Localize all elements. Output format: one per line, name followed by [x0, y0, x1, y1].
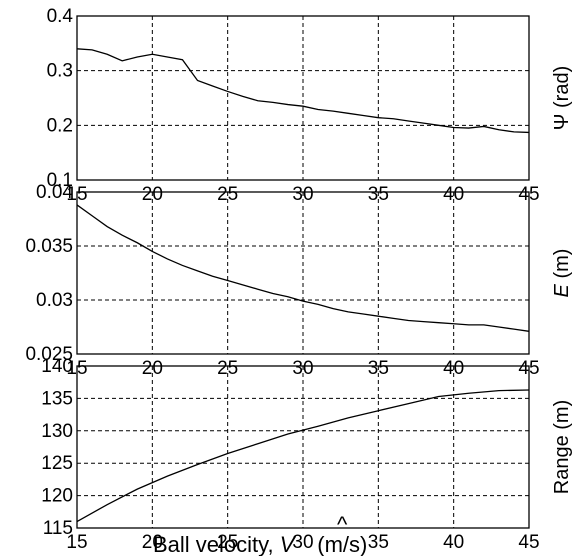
psi-y-tick-label: 0.1 — [47, 170, 73, 191]
energy-series-line — [76, 204, 530, 332]
x-axis-label: Ball velocity, Vbo (m/s) ^ — [153, 512, 367, 556]
range-panel: 15 20 25 30 35 40 45 115 120 125 130 135 140 Range (… — [41, 356, 573, 553]
psi-ylabel: Ψ (rad) — [551, 66, 573, 131]
range-x-tick-label: 30 — [292, 532, 313, 553]
range-ticks: 15 20 25 30 35 40 45 115 120 125 130 135 140 — [41, 356, 539, 553]
energy-ylabel: E (m) — [551, 249, 573, 298]
range-x-tick-label: 45 — [518, 532, 539, 553]
range-grid — [77, 366, 529, 528]
range-y-tick-label: 120 — [41, 486, 73, 507]
range-y-tick-label: 140 — [41, 356, 73, 377]
energy-grid — [77, 192, 529, 354]
energy-y-tick-label: 0.03 — [36, 290, 73, 311]
energy-y-tick-label: 0.025 — [25, 344, 73, 365]
range-y-tick-label: 130 — [41, 421, 73, 442]
range-y-tick-label: 125 — [41, 453, 73, 474]
x-axis-label-text: Ball velocity, Vbo (m/s) — [153, 532, 367, 556]
psi-y-tick-label: 0.4 — [47, 6, 74, 27]
range-x-tick-label: 20 — [142, 532, 163, 553]
range-y-tick-label: 135 — [41, 388, 73, 409]
range-y-tick-label: 115 — [43, 518, 73, 539]
range-x-tick-label: 40 — [443, 532, 464, 553]
psi-y-tick-label: 0.2 — [47, 115, 73, 136]
psi-grid — [77, 16, 529, 180]
x-axis-label-hat: ^ — [337, 512, 348, 537]
psi-series-line — [76, 48, 530, 134]
energy-y-tick-label: 0.04 — [36, 182, 73, 203]
psi-y-tick-label: 0.3 — [47, 61, 73, 82]
range-series-line — [76, 389, 530, 523]
range-ylabel: Range (m) — [551, 400, 573, 494]
psi-panel: 15 20 25 30 35 40 450.10.20.30.4 Ψ (rad) — [47, 6, 573, 205]
energy-y-tick-label: 0.035 — [25, 236, 73, 257]
range-x-tick-label: 25 — [217, 532, 238, 553]
range-x-tick-label: 15 — [66, 532, 87, 553]
range-x-tick-label: 35 — [368, 532, 389, 553]
